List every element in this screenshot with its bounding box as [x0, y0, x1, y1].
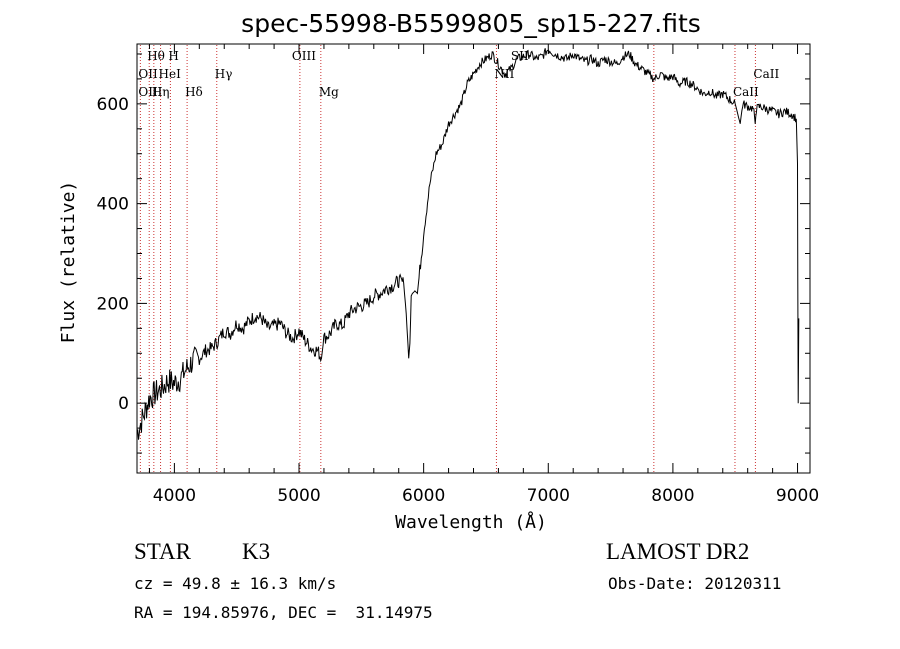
line-id-label: Hθ	[147, 49, 165, 63]
line-id-label: CaII	[753, 67, 779, 81]
object-subclass: K3	[242, 539, 271, 564]
line-id-label: H	[168, 49, 178, 63]
line-id-label: Hδ	[185, 85, 203, 99]
spectrum-line	[136, 48, 800, 440]
x-tick-label: 5000	[277, 486, 320, 506]
observation-date: Obs-Date: 20120311	[608, 574, 782, 593]
x-tick-label: 7000	[527, 486, 570, 506]
line-id-label: Hη	[152, 85, 170, 99]
line-id-label: CaII	[733, 85, 759, 99]
x-tick-label: 9000	[776, 486, 819, 506]
redshift-velocity: cz = 49.8 ± 16.3 km/s	[134, 574, 337, 593]
chart-title: spec-55998-B5599805_sp15-227.fits	[241, 9, 701, 38]
x-axis-ticks: 4000 5000 6000 7000 8000 9000	[148, 44, 819, 506]
object-class: STAR	[134, 539, 191, 564]
y-axis-label: Flux (relative)	[58, 181, 79, 344]
line-id-label: OIII	[292, 49, 316, 63]
survey-name: LAMOST DR2	[606, 539, 750, 564]
x-axis-label: Wavelength (Å)	[395, 511, 547, 533]
line-id-label: OII	[138, 67, 158, 81]
x-tick-label: 4000	[153, 486, 196, 506]
x-tick-label: 6000	[402, 486, 445, 506]
line-id-label: HeI	[159, 67, 182, 81]
y-tick-label: 200	[97, 294, 129, 314]
plot-frame	[136, 43, 811, 474]
y-tick-label: 600	[97, 95, 129, 115]
line-id-label: Hγ	[215, 67, 233, 81]
y-tick-label: 400	[97, 195, 129, 215]
y-axis-ticks: 0 200 400 600	[97, 53, 810, 454]
ra-dec-coordinates: RA = 194.85976, DEC = 31.14975	[134, 603, 433, 622]
line-id-label: Mg	[319, 85, 339, 99]
y-tick-label: 0	[118, 394, 129, 414]
emission-line-markers	[139, 45, 756, 472]
x-tick-label: 8000	[651, 486, 694, 506]
line-id-label: OIII	[138, 85, 162, 99]
